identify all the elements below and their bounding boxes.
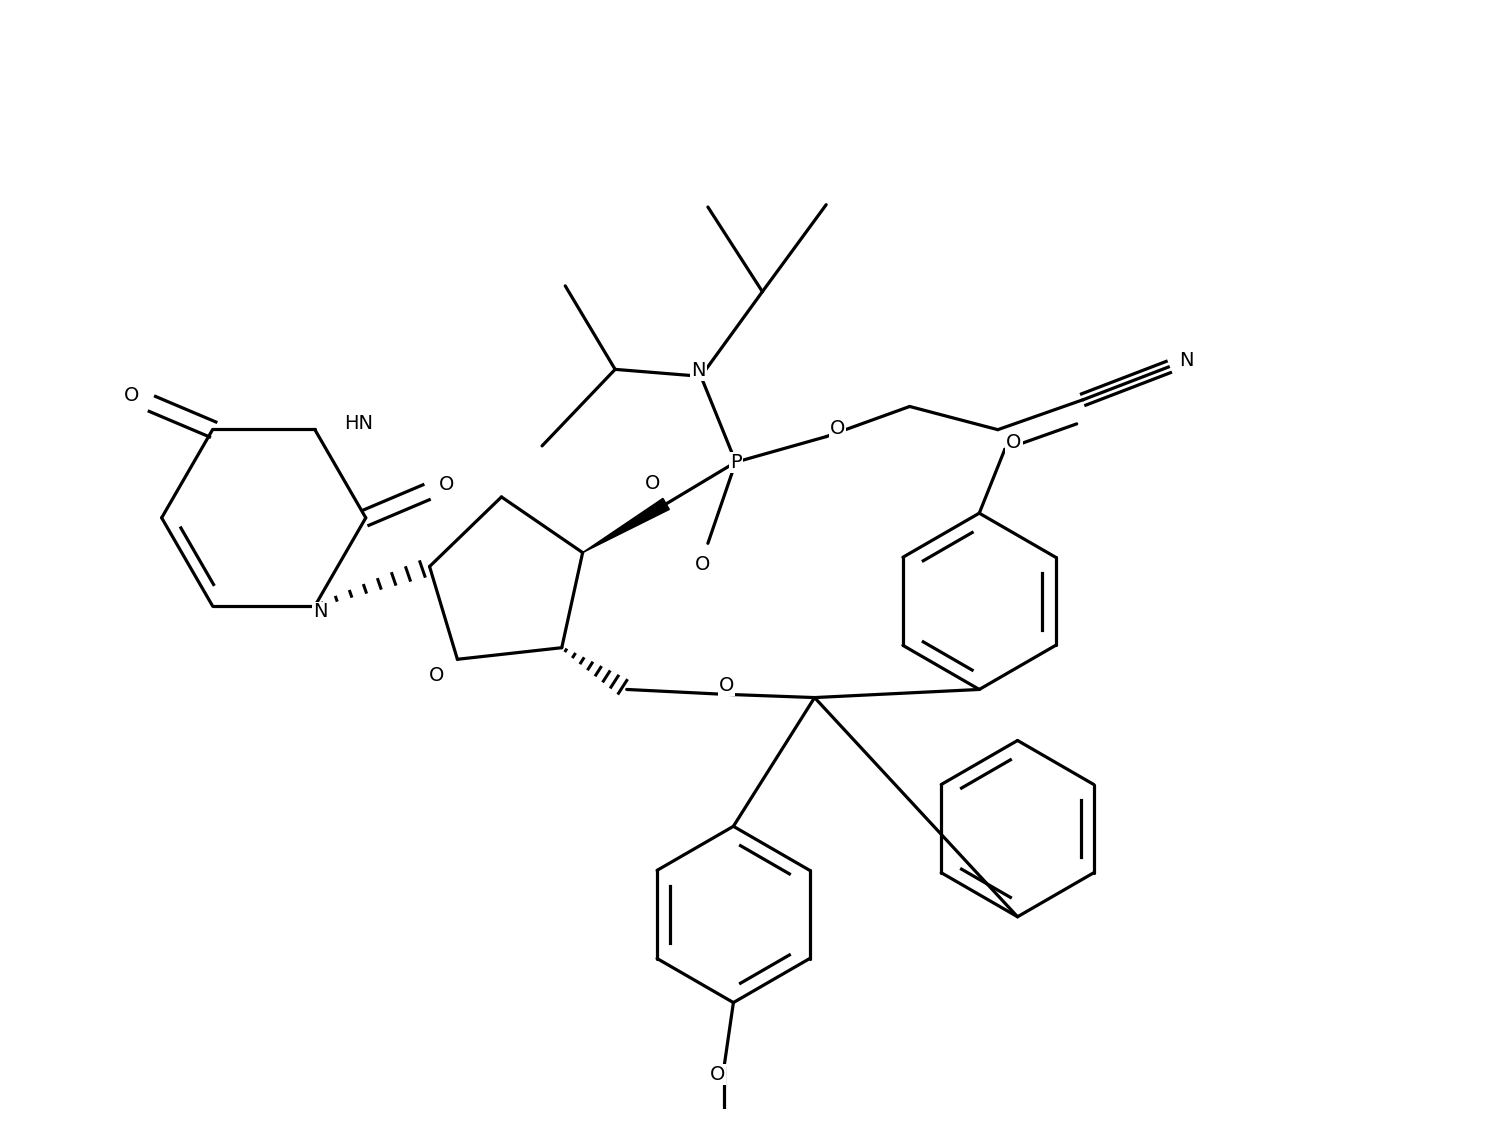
- Text: O: O: [124, 386, 139, 406]
- Text: O: O: [830, 420, 845, 438]
- Text: O: O: [709, 1065, 724, 1084]
- Text: O: O: [645, 473, 660, 492]
- Text: P: P: [730, 453, 742, 472]
- Polygon shape: [583, 498, 669, 553]
- Text: N: N: [691, 361, 706, 380]
- Text: O: O: [718, 676, 735, 695]
- Text: O: O: [440, 474, 454, 494]
- Text: O: O: [1006, 433, 1022, 451]
- Text: N: N: [313, 603, 328, 621]
- Text: O: O: [694, 555, 709, 573]
- Text: O: O: [429, 666, 444, 685]
- Text: HN: HN: [344, 414, 372, 433]
- Text: N: N: [1180, 351, 1193, 369]
